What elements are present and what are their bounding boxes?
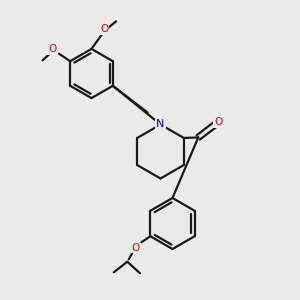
Text: O: O xyxy=(100,24,108,34)
Text: O: O xyxy=(48,44,56,54)
Text: N: N xyxy=(156,119,165,130)
Text: O: O xyxy=(131,243,140,253)
Text: O: O xyxy=(48,44,56,54)
Text: O: O xyxy=(214,117,223,128)
Text: O: O xyxy=(214,117,223,128)
Text: O: O xyxy=(131,243,140,253)
Text: N: N xyxy=(156,119,165,130)
Text: O: O xyxy=(100,24,108,34)
